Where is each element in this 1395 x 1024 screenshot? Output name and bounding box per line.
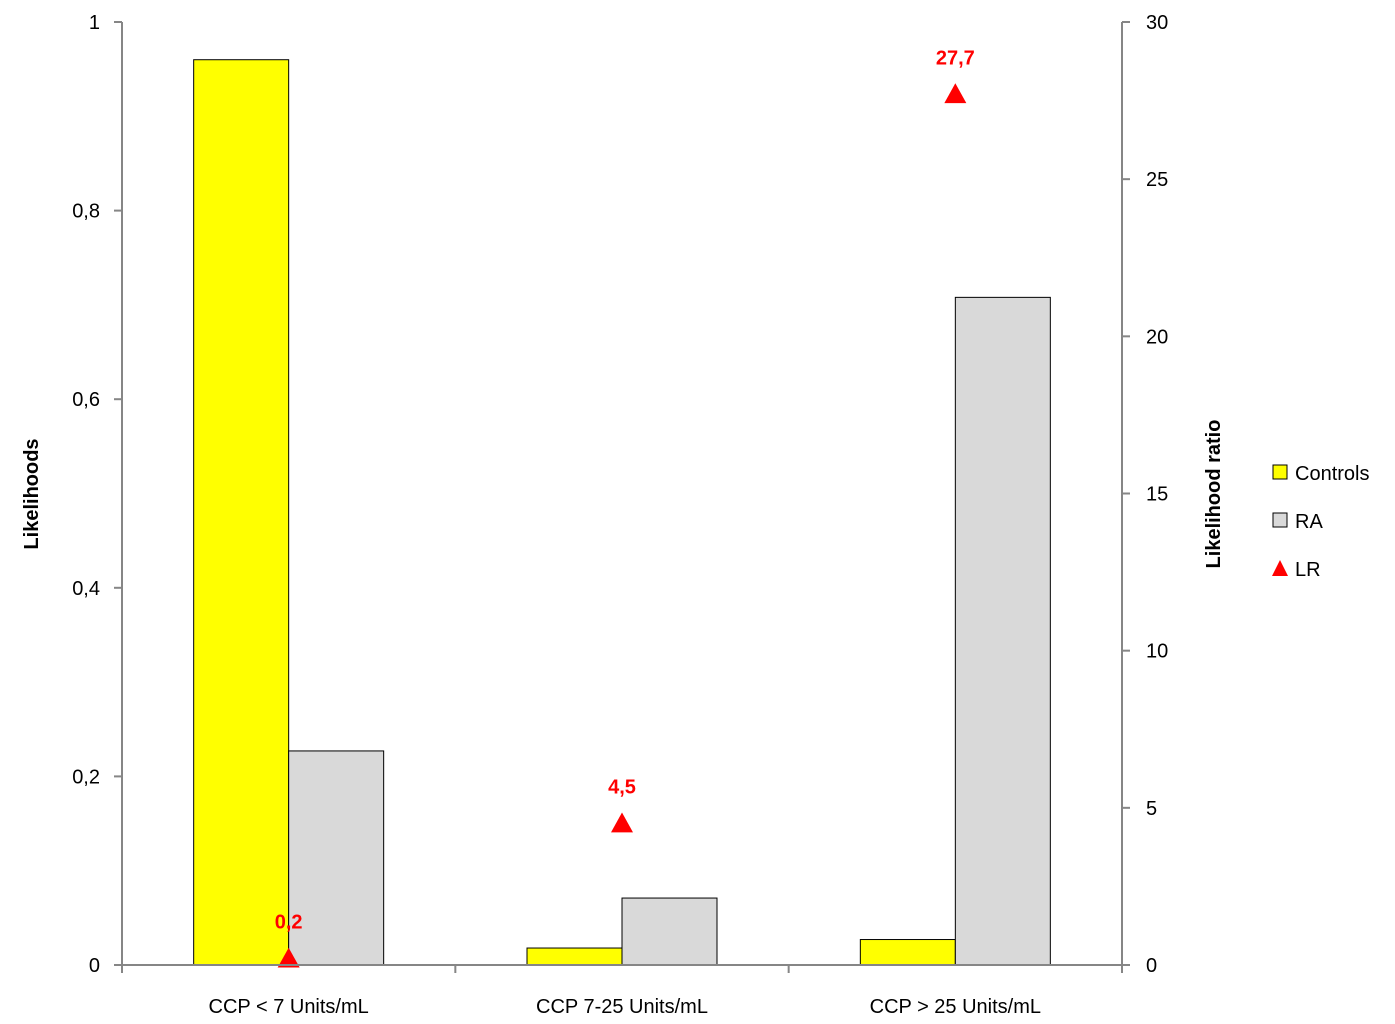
left-tick-label: 0,6 xyxy=(72,389,100,411)
controls-bar xyxy=(526,947,623,966)
right-axis: 0 5 10 15 20 25 30 xyxy=(1121,12,1168,977)
ra-bar xyxy=(954,296,1051,966)
right-tick-label: 10 xyxy=(1146,641,1168,663)
right-tick-label: 0 xyxy=(1146,955,1157,977)
legend-swatch-ra xyxy=(1272,512,1288,528)
x-category-label: CCP < 7 Units/mL xyxy=(209,996,369,1018)
right-tick-label: 20 xyxy=(1146,326,1168,348)
x-category-label: CCP > 25 Units/mL xyxy=(870,996,1041,1018)
ra-bar xyxy=(288,750,385,966)
lr-data-label: 4,5 xyxy=(608,777,636,799)
right-tick-label: 25 xyxy=(1146,169,1168,191)
y2-axis-title: Likelihood ratio xyxy=(1203,420,1225,569)
lr-marker xyxy=(944,83,967,104)
legend-label: LR xyxy=(1295,559,1321,581)
legend: Controls RA LR xyxy=(1272,463,1369,581)
legend-swatch-lr xyxy=(1272,560,1288,576)
x-axis: CCP < 7 Units/mL CCP 7-25 Units/mL CCP > 2… xyxy=(121,964,1123,1018)
lr-data-label: 0,2 xyxy=(275,912,303,934)
legend-label: Controls xyxy=(1295,463,1369,485)
lr-marker xyxy=(277,947,300,968)
y-axis-title: Likelihoods xyxy=(21,438,43,549)
right-tick-label: 15 xyxy=(1146,484,1168,506)
controls-bar xyxy=(859,939,956,966)
ra-bar xyxy=(621,897,718,966)
right-tick-label: 30 xyxy=(1146,12,1168,34)
plot-area: 0,2 4,5 27,7 xyxy=(193,47,1051,968)
left-tick-label: 0 xyxy=(89,955,100,977)
legend-swatch-controls xyxy=(1272,464,1288,480)
left-tick-label: 0,2 xyxy=(72,766,100,788)
left-tick-label: 0,8 xyxy=(72,201,100,223)
left-tick-label: 0,4 xyxy=(72,578,100,600)
x-category-label: CCP 7-25 Units/mL xyxy=(536,996,708,1018)
controls-bar xyxy=(193,59,290,966)
left-tick-label: 1 xyxy=(89,12,100,34)
lr-marker xyxy=(611,812,633,833)
left-axis: 0 0,2 0,4 0,6 0,8 1 xyxy=(72,12,123,977)
right-tick-label: 5 xyxy=(1146,798,1157,820)
lr-data-label: 27,7 xyxy=(936,47,975,69)
legend-label: RA xyxy=(1295,511,1323,533)
